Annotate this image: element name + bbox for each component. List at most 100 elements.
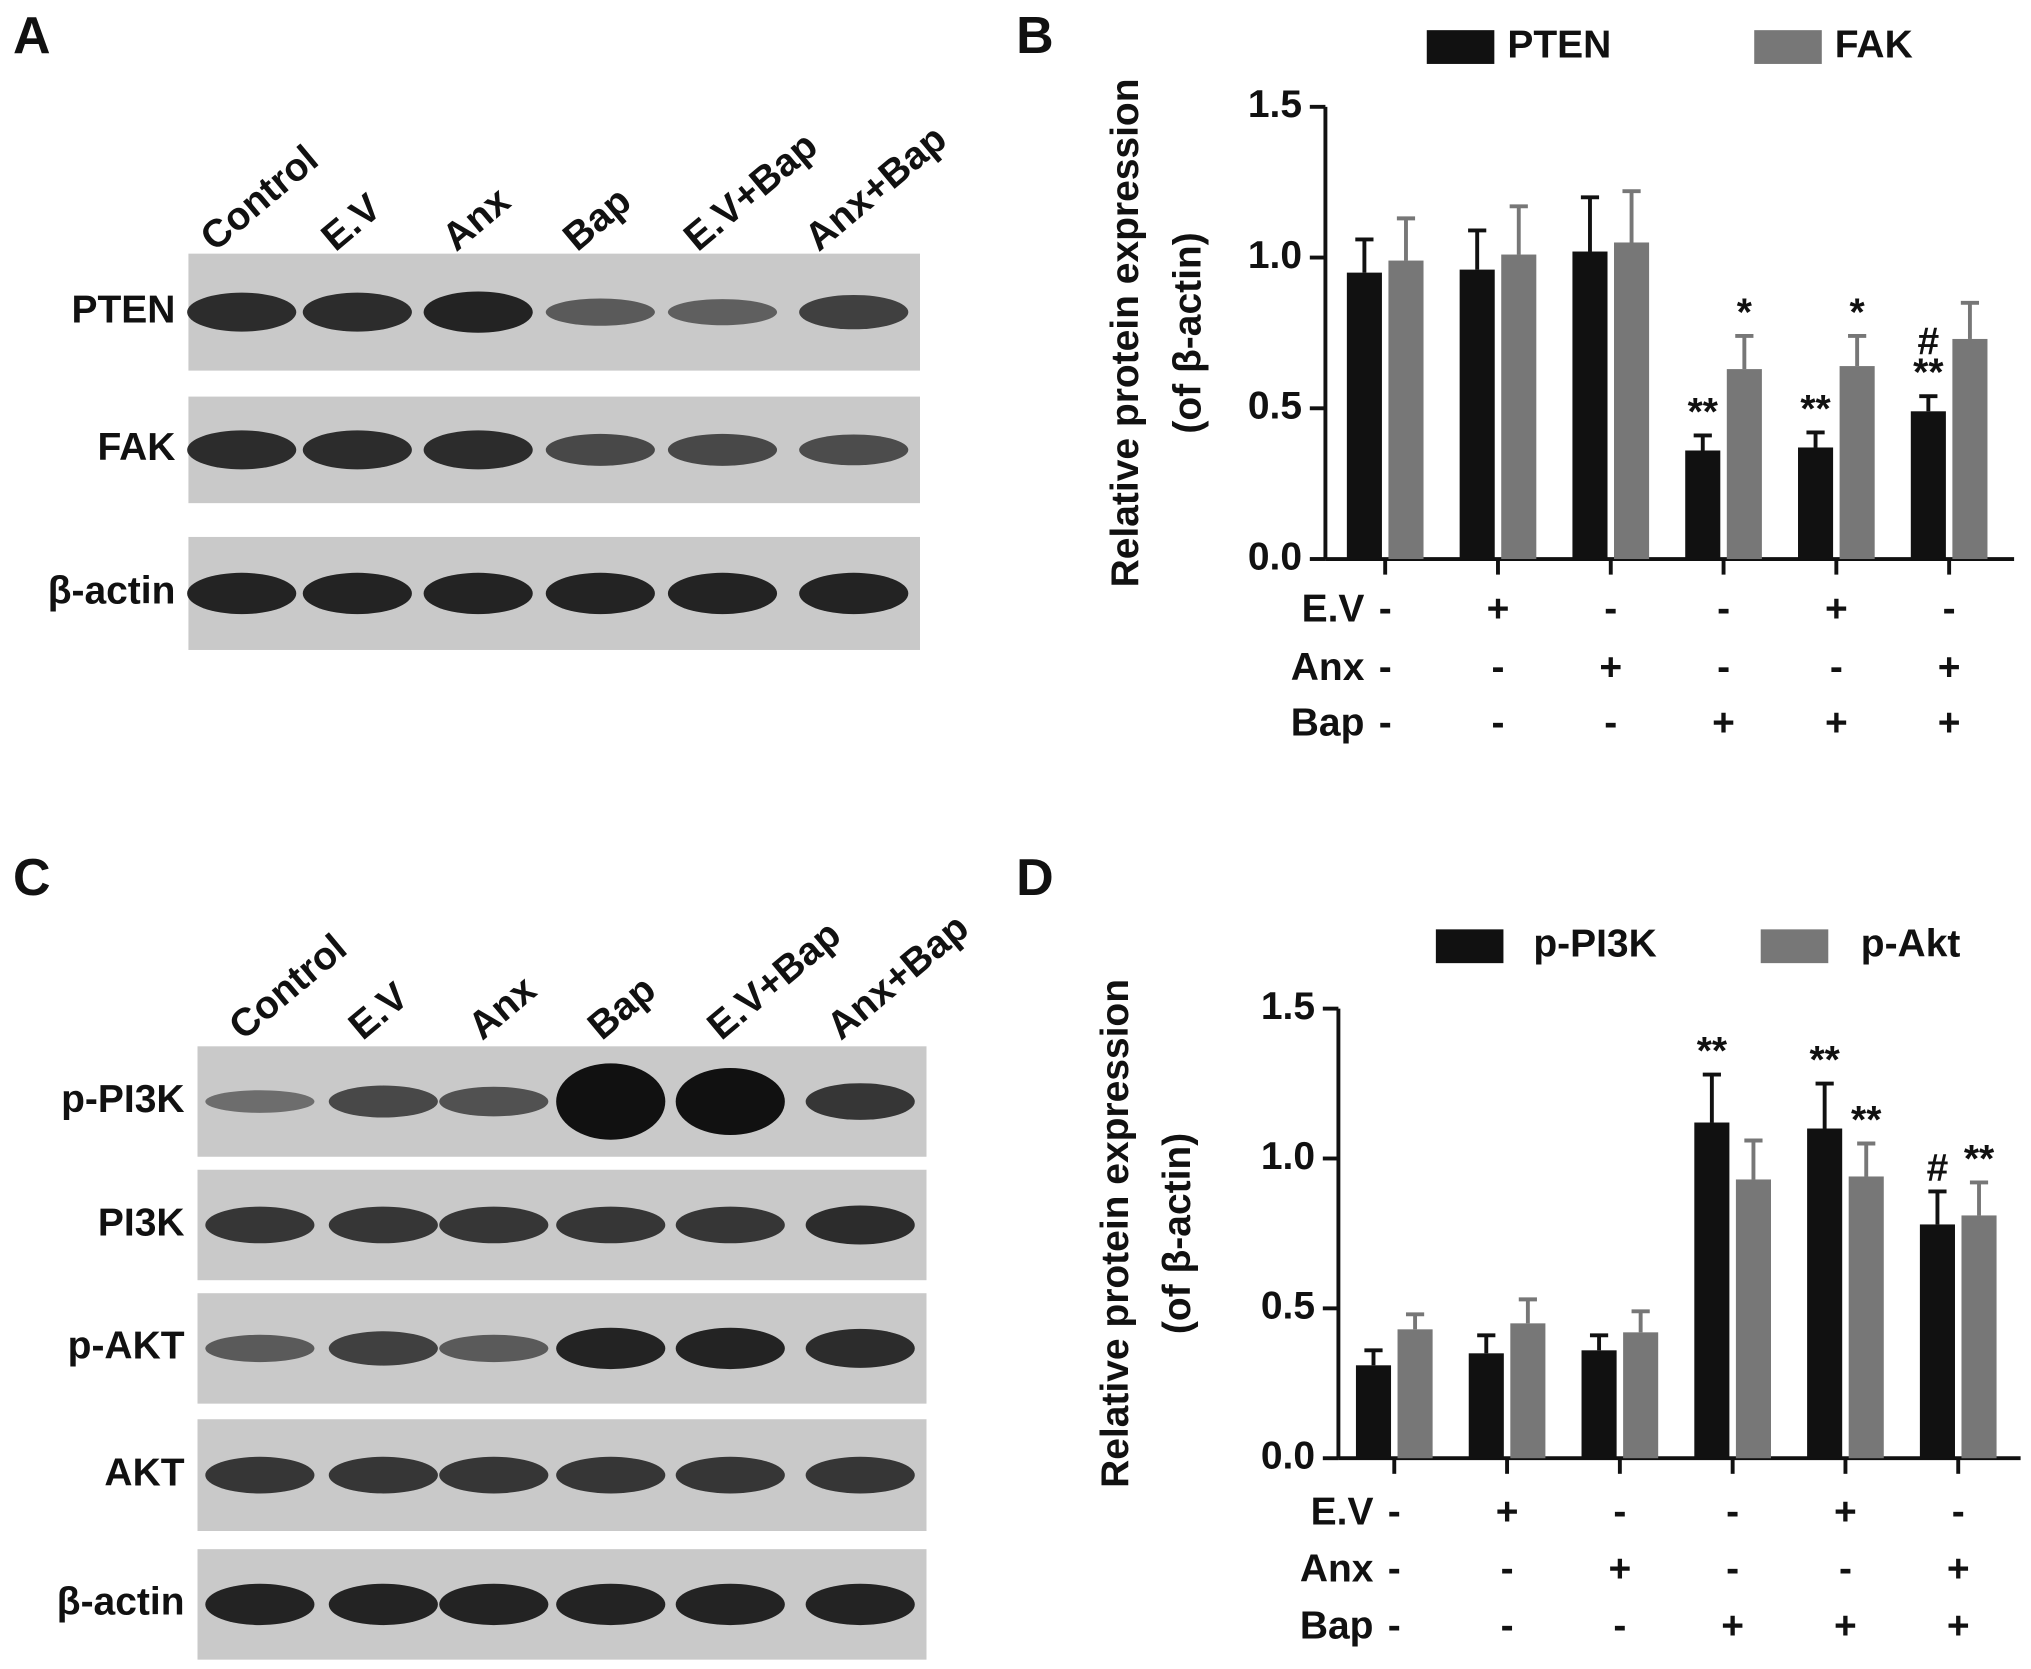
blot-band xyxy=(302,430,412,470)
legend-swatch xyxy=(1426,30,1495,64)
bar xyxy=(1694,1122,1730,1459)
blot-band xyxy=(328,1085,438,1118)
bar xyxy=(1919,1224,1955,1459)
legend-label: p-PI3K xyxy=(1533,923,1656,966)
condition-sign: - xyxy=(1604,702,1617,745)
y-tick-label: 0.0 xyxy=(1261,1435,1315,1478)
condition-name: Bap xyxy=(1291,702,1365,745)
blot-band xyxy=(545,572,655,615)
condition-sign: - xyxy=(1379,646,1392,689)
error-bar xyxy=(1622,189,1641,243)
y-axis-title: Relative protein expression xyxy=(1094,979,1137,1488)
significance-mark: ** xyxy=(1697,1030,1728,1073)
error-bar xyxy=(1396,216,1416,261)
bar xyxy=(1726,369,1762,560)
blot-band xyxy=(675,1206,785,1244)
blot-row-label: AKT xyxy=(104,1451,184,1494)
blot-band xyxy=(675,1456,785,1494)
significance-mark: * xyxy=(1850,291,1866,334)
condition-name: Anx xyxy=(1291,646,1365,689)
bar xyxy=(1572,251,1608,560)
significance-mark: # xyxy=(1918,321,1940,364)
bar xyxy=(1468,1353,1504,1459)
error-bar xyxy=(1405,1312,1425,1330)
significance-mark: ** xyxy=(1913,352,1944,395)
legend-label: PTEN xyxy=(1507,23,1611,66)
error-bar xyxy=(1509,204,1528,255)
blot-row-label: β-actin xyxy=(57,1581,185,1624)
error-bar xyxy=(1364,1348,1383,1366)
blot-band xyxy=(667,433,778,466)
legend-label: p-Akt xyxy=(1861,923,1961,966)
condition-sign: + xyxy=(1487,587,1510,630)
error-bar xyxy=(1355,237,1374,273)
blot-band xyxy=(675,1068,785,1136)
lane-label: E.V+Bap xyxy=(676,124,826,259)
significance-mark: ** xyxy=(1809,1039,1840,1082)
error-bar xyxy=(1969,1180,1989,1216)
condition-sign: - xyxy=(1388,1605,1401,1648)
blot-row-label: PI3K xyxy=(98,1201,185,1244)
condition-sign: + xyxy=(1947,1605,1970,1648)
blot-row-label: PTEN xyxy=(71,288,175,331)
error-bar xyxy=(1477,1333,1496,1354)
condition-sign: + xyxy=(1496,1490,1519,1533)
condition-sign: - xyxy=(1726,1490,1739,1533)
blot-band xyxy=(302,572,412,615)
lane-label: Control xyxy=(193,137,327,259)
condition-sign: - xyxy=(1388,1490,1401,1533)
error-bar xyxy=(1580,195,1600,252)
y-axis-title: Relative protein expression xyxy=(1104,78,1147,587)
condition-sign: - xyxy=(1379,587,1392,630)
blot-row-label: p-PI3K xyxy=(61,1078,184,1121)
y-tick-label: 0.5 xyxy=(1261,1285,1315,1328)
y-tick-label: 1.0 xyxy=(1248,234,1302,277)
condition-sign: + xyxy=(1712,702,1735,745)
significance-mark: ** xyxy=(1688,391,1719,434)
error-bar xyxy=(1960,300,1980,339)
condition-sign: - xyxy=(1388,1548,1401,1591)
blot-band xyxy=(675,1327,785,1370)
condition-sign: - xyxy=(1491,646,1504,689)
condition-name: Anx xyxy=(1300,1548,1374,1591)
blot-band xyxy=(556,1327,666,1370)
y-tick-label: 1.0 xyxy=(1261,1135,1315,1178)
blot-band xyxy=(328,1206,438,1244)
error-bar xyxy=(1744,1138,1763,1180)
blot-band xyxy=(439,1206,549,1244)
panel-label: A xyxy=(13,7,51,65)
blot-band xyxy=(667,572,778,615)
lane-label: Anx xyxy=(434,179,518,259)
error-bar xyxy=(1919,394,1938,412)
blot-band xyxy=(423,572,533,615)
condition-sign: - xyxy=(1717,587,1730,630)
y-axis-title: (of β-actin) xyxy=(1167,232,1210,433)
bar xyxy=(1952,338,1988,560)
error-bar xyxy=(1589,1333,1609,1351)
condition-sign: + xyxy=(1825,702,1848,745)
bar xyxy=(1807,1128,1843,1459)
lane-label: Bap xyxy=(580,968,664,1048)
blot-band xyxy=(439,1456,549,1494)
condition-sign: - xyxy=(1943,587,1956,630)
bar xyxy=(1346,272,1382,560)
blot-band xyxy=(556,1206,666,1244)
error-bar xyxy=(1518,1297,1537,1324)
legend-swatch xyxy=(1435,929,1504,964)
bar xyxy=(1581,1350,1617,1459)
condition-sign: + xyxy=(1608,1548,1631,1591)
error-bar xyxy=(1857,1141,1876,1177)
bar xyxy=(1355,1365,1392,1459)
blot-band xyxy=(805,1456,915,1494)
blot-band xyxy=(805,1583,915,1626)
blot-band xyxy=(545,433,655,466)
y-axis-title: (of β-actin) xyxy=(1156,1133,1199,1334)
blot-band xyxy=(205,1334,315,1363)
condition-name: Bap xyxy=(1300,1605,1374,1648)
condition-sign: + xyxy=(1834,1605,1857,1648)
lane-label: Control xyxy=(221,926,355,1048)
significance-mark: ** xyxy=(1964,1138,1995,1181)
blot-band xyxy=(799,572,909,615)
blot-band xyxy=(805,1083,915,1120)
blot-band xyxy=(556,1456,666,1494)
